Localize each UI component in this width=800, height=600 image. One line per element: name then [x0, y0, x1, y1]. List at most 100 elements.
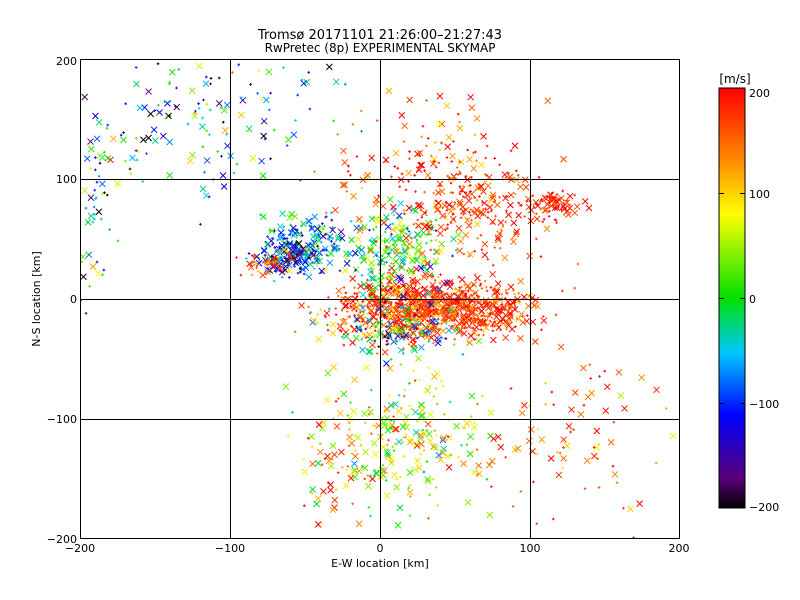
data-point — [93, 168, 97, 172]
data-point — [437, 223, 445, 231]
data-point — [428, 318, 436, 325]
data-point — [416, 464, 423, 472]
data-point — [399, 230, 403, 233]
data-point — [515, 211, 523, 219]
data-point — [412, 327, 416, 331]
data-point — [310, 317, 318, 324]
data-point — [301, 250, 305, 253]
data-point — [318, 267, 326, 275]
data-point — [419, 412, 427, 419]
data-point — [285, 144, 289, 147]
data-point — [350, 192, 357, 200]
data-point — [459, 172, 462, 175]
data-point — [471, 468, 478, 476]
data-point — [268, 229, 272, 232]
data-point — [550, 390, 554, 394]
data-point — [345, 190, 349, 193]
data-point — [368, 304, 372, 308]
data-point — [103, 191, 106, 195]
data-point — [413, 256, 420, 264]
data-point — [343, 296, 346, 299]
data-point — [420, 215, 424, 219]
data-point — [266, 254, 269, 258]
data-point — [473, 323, 480, 331]
data-point — [343, 260, 351, 267]
data-point — [518, 409, 526, 417]
data-point — [271, 237, 274, 240]
colorbar-tick-label: 0 — [749, 293, 756, 306]
data-point — [397, 200, 405, 207]
data-point — [313, 231, 320, 239]
data-point — [150, 126, 158, 134]
data-point — [445, 208, 449, 212]
data-point — [414, 256, 418, 260]
data-point — [498, 195, 501, 199]
data-point — [458, 186, 466, 193]
data-point — [429, 220, 433, 224]
data-point — [415, 355, 422, 362]
data-point — [308, 107, 312, 111]
data-point — [87, 212, 95, 220]
data-point — [533, 215, 541, 223]
data-point — [340, 466, 344, 469]
data-point — [426, 263, 434, 271]
data-point — [539, 255, 543, 258]
data-point — [414, 231, 422, 239]
data-point — [622, 506, 625, 510]
data-point — [327, 238, 331, 242]
data-point — [407, 343, 411, 346]
data-point — [269, 91, 272, 95]
data-point — [309, 311, 313, 314]
data-point — [381, 284, 385, 288]
data-point — [201, 116, 204, 120]
data-point — [360, 281, 368, 288]
data-point — [124, 159, 127, 163]
data-point — [435, 310, 439, 314]
data-point — [414, 304, 417, 308]
data-point — [310, 233, 317, 240]
data-point — [563, 442, 571, 450]
data-point — [372, 332, 379, 340]
data-point — [272, 279, 276, 283]
data-point — [479, 300, 483, 303]
data-point — [288, 210, 296, 218]
data-point — [460, 290, 464, 293]
data-point — [462, 317, 465, 321]
data-point — [273, 229, 276, 233]
data-point — [301, 234, 304, 237]
data-point — [385, 308, 388, 312]
data-point — [385, 261, 388, 264]
data-point — [415, 336, 419, 340]
data-point — [493, 313, 500, 321]
data-point — [526, 314, 529, 317]
data-point — [417, 264, 425, 272]
data-point — [489, 286, 493, 289]
data-point — [355, 235, 362, 243]
data-point — [469, 183, 472, 187]
data-point — [462, 302, 466, 306]
data-point — [504, 291, 508, 295]
data-point — [517, 335, 524, 342]
data-point — [282, 225, 285, 228]
data-point — [403, 212, 406, 216]
data-point — [500, 319, 504, 322]
data-point — [413, 287, 421, 294]
data-point — [389, 226, 397, 234]
data-point — [398, 224, 406, 231]
data-point — [391, 284, 399, 291]
data-point — [97, 174, 101, 178]
data-point — [377, 263, 381, 267]
data-point — [89, 167, 93, 171]
data-point — [409, 279, 417, 287]
data-point — [329, 330, 337, 337]
data-point — [319, 240, 323, 244]
data-point — [437, 248, 445, 255]
data-point — [572, 428, 576, 431]
data-point — [473, 133, 477, 137]
data-point — [486, 204, 494, 211]
data-point — [385, 316, 389, 320]
data-point — [451, 212, 455, 216]
data-point — [392, 419, 396, 423]
data-point — [189, 151, 196, 159]
data-point — [509, 387, 513, 390]
